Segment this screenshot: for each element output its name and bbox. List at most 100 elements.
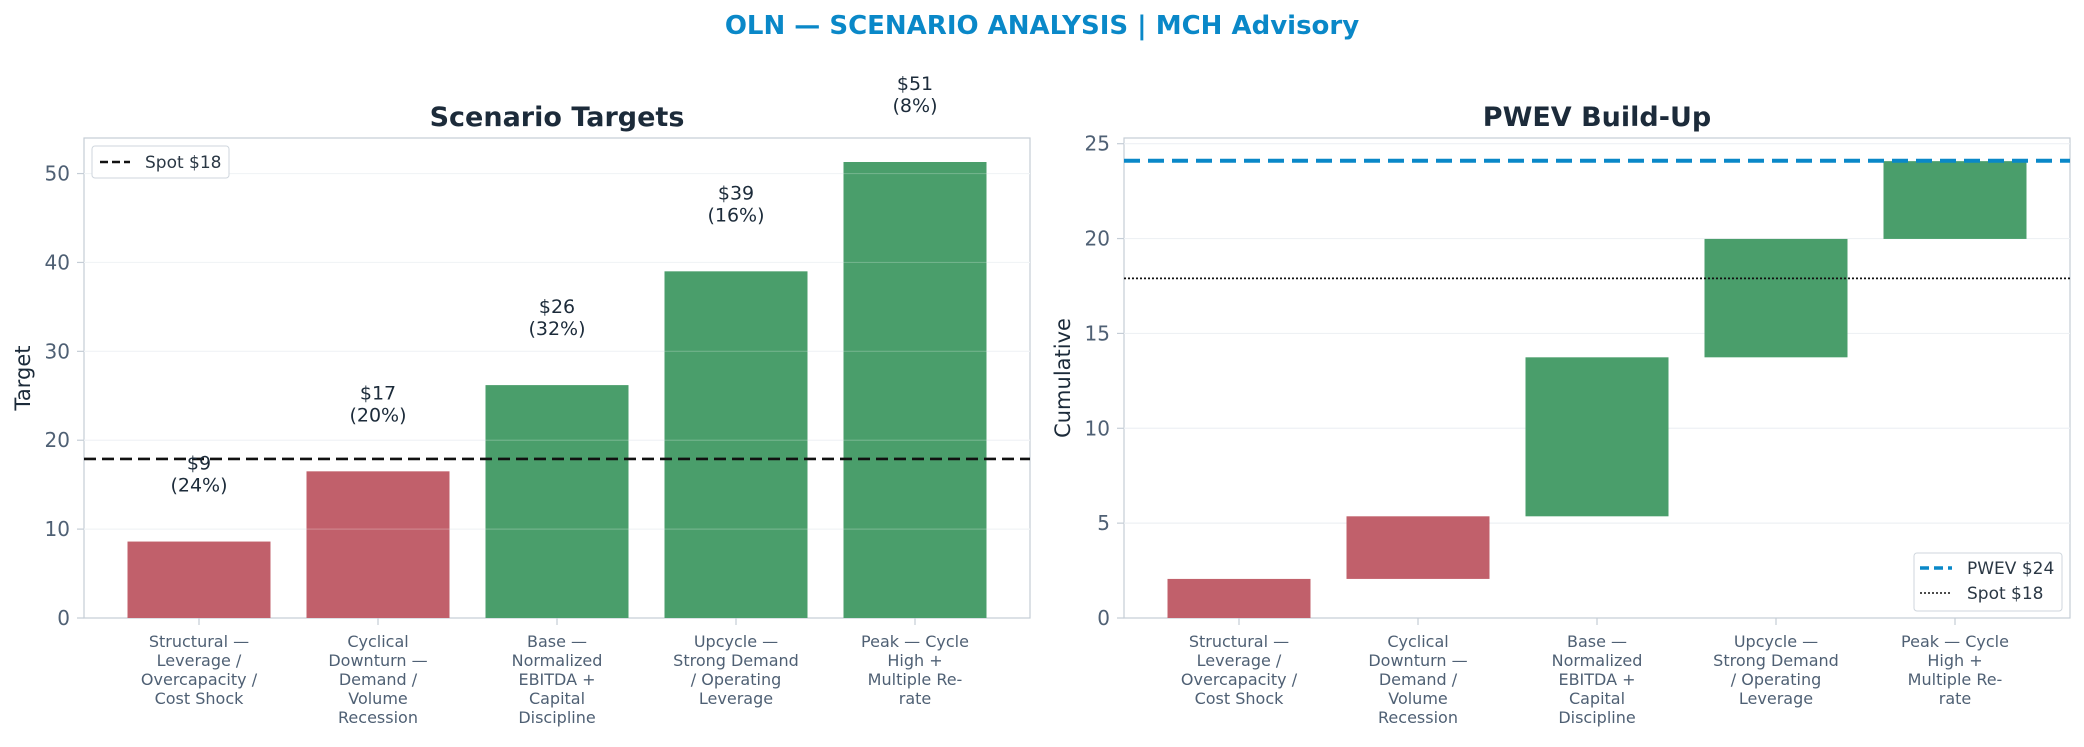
bars bbox=[1167, 161, 2027, 618]
data-labels: $9 (24%) $17 (20%) $26 (32%) $39 (16%) $51 (8%) bbox=[170, 73, 937, 497]
data-label: $26 (32%) bbox=[528, 296, 585, 340]
label-line: Cost Shock bbox=[1195, 689, 1285, 708]
label-line: $9 bbox=[187, 453, 211, 475]
x-tick-label: Base — Normalized EBITDA + Capital Disciplin… bbox=[1552, 632, 1643, 727]
label-line: Overcapacity / bbox=[1181, 670, 1298, 689]
bar bbox=[843, 162, 987, 618]
label-line: High + bbox=[1927, 651, 1982, 670]
label-line: Volume bbox=[1388, 689, 1448, 708]
label-line: rate bbox=[1939, 689, 1972, 708]
y-axis-ticks: 0 10 20 30 40 50 bbox=[45, 162, 84, 630]
figure-title: OLN — SCENARIO ANALYSIS | MCH Advisory bbox=[725, 11, 1359, 41]
y-tick-label: 20 bbox=[45, 428, 70, 452]
label-line: Leverage bbox=[1739, 689, 1813, 708]
x-tick-label: Base — Normalized EBITDA + Capital Disciplin… bbox=[512, 632, 603, 727]
x-tick-label: Structural — Leverage / Overcapacity / Cost… bbox=[1181, 632, 1298, 708]
scenario-targets-panel: 0 10 20 30 40 50 Structural — Leverage / Overca… bbox=[11, 73, 1031, 727]
data-label: $9 (24%) bbox=[170, 453, 227, 497]
data-label: $39 (16%) bbox=[707, 182, 764, 226]
label-line: Demand / bbox=[339, 670, 418, 689]
waterfall-step bbox=[1346, 516, 1490, 579]
label-line: Leverage bbox=[699, 689, 773, 708]
legend: PWEV $24 Spot $18 bbox=[1913, 552, 2063, 612]
label-line: Cyclical bbox=[347, 632, 408, 651]
x-tick-label: Cyclical Downturn — Demand / Volume Recessio… bbox=[1368, 632, 1467, 727]
label-line: Demand / bbox=[1379, 670, 1458, 689]
data-label: $17 (20%) bbox=[349, 382, 406, 426]
legend-box bbox=[91, 145, 230, 179]
label-line: Base — bbox=[1567, 632, 1627, 651]
legend-label-pwev: PWEV $24 bbox=[1967, 559, 2054, 579]
legend-label-spot: Spot $18 bbox=[145, 153, 222, 173]
label-line: $39 bbox=[718, 182, 754, 204]
chart-title: PWEV Build-Up bbox=[1483, 102, 1711, 133]
label-line: Multiple Re- bbox=[1908, 670, 2003, 689]
label-line: Recession bbox=[1378, 708, 1458, 727]
label-line: (8%) bbox=[893, 95, 938, 117]
label-line: Peak — Cycle bbox=[861, 632, 969, 651]
waterfall-step bbox=[1525, 357, 1669, 517]
bar bbox=[485, 385, 629, 618]
label-line: EBITDA + bbox=[1558, 670, 1635, 689]
pwev-buildup-panel: 0 5 10 15 20 25 Structural — Leverage / Overcap… bbox=[1051, 102, 2071, 727]
label-line: (16%) bbox=[707, 204, 764, 226]
chart-title: Scenario Targets bbox=[430, 102, 685, 133]
y-tick-label: 0 bbox=[57, 606, 70, 630]
x-tick-label: Peak — Cycle High + Multiple Re-rate bbox=[1901, 632, 2009, 708]
bar bbox=[664, 271, 808, 618]
label-line: Upcycle — bbox=[694, 632, 778, 651]
waterfall-step bbox=[1883, 161, 2027, 239]
label-line: Normalized bbox=[512, 651, 603, 670]
label-line: Recession bbox=[338, 708, 418, 727]
label-line: Multiple Re- bbox=[868, 670, 963, 689]
label-line: (24%) bbox=[170, 475, 227, 497]
y-tick-label: 50 bbox=[45, 162, 70, 186]
label-line: Strong Demand bbox=[1713, 651, 1839, 670]
y-tick-label: 25 bbox=[1085, 132, 1110, 156]
x-tick-label: Cyclical Downturn — Demand / Volume Recessio… bbox=[328, 632, 427, 727]
y-tick-label: 10 bbox=[1085, 416, 1110, 440]
label-line: EBITDA + bbox=[518, 670, 595, 689]
label-line: Upcycle — bbox=[1734, 632, 1818, 651]
y-axis-label: Cumulative bbox=[1051, 318, 1075, 438]
label-line: Discipline bbox=[1558, 708, 1635, 727]
label-line: Peak — Cycle bbox=[1901, 632, 2009, 651]
label-line: Cost Shock bbox=[155, 689, 245, 708]
y-tick-label: 5 bbox=[1097, 511, 1110, 535]
label-line: Structural — bbox=[1189, 632, 1289, 651]
label-line: Strong Demand bbox=[673, 651, 799, 670]
label-line: Cyclical bbox=[1387, 632, 1448, 651]
label-line: $51 bbox=[897, 73, 933, 95]
label-line: Normalized bbox=[1552, 651, 1643, 670]
bar bbox=[306, 471, 450, 618]
bars bbox=[84, 162, 1030, 618]
data-label: $51 (8%) bbox=[893, 73, 938, 117]
y-tick-label: 15 bbox=[1085, 321, 1110, 345]
label-line: rate bbox=[899, 689, 932, 708]
label-line: Leverage / bbox=[157, 651, 242, 670]
x-tick-label: Upcycle — Strong Demand / Operating Leverag… bbox=[673, 632, 799, 708]
label-line: Capital bbox=[1569, 689, 1625, 708]
y-tick-label: 10 bbox=[45, 517, 70, 541]
waterfall-step bbox=[1167, 578, 1311, 618]
y-tick-label: 40 bbox=[45, 250, 70, 274]
label-line: Structural — bbox=[149, 632, 249, 651]
label-line: $17 bbox=[360, 382, 396, 404]
label-line: Discipline bbox=[518, 708, 595, 727]
y-axis-label: Target bbox=[11, 346, 35, 412]
label-line: Base — bbox=[527, 632, 587, 651]
label-line: Downturn — bbox=[328, 651, 427, 670]
legend-label-spot: Spot $18 bbox=[1967, 584, 2044, 604]
reference-lines bbox=[1124, 158, 2070, 280]
label-line: Overcapacity / bbox=[141, 670, 258, 689]
bar bbox=[127, 541, 271, 618]
legend: Spot $18 bbox=[91, 145, 230, 179]
label-line: (32%) bbox=[528, 318, 585, 340]
y-tick-label: 0 bbox=[1097, 606, 1110, 630]
gridlines bbox=[1124, 143, 2070, 524]
x-tick-label: Upcycle — Strong Demand / Operating Leverag… bbox=[1713, 632, 1839, 708]
label-line: / Operating bbox=[691, 670, 781, 689]
label-line: / Operating bbox=[1731, 670, 1821, 689]
label-line: $26 bbox=[539, 296, 575, 318]
